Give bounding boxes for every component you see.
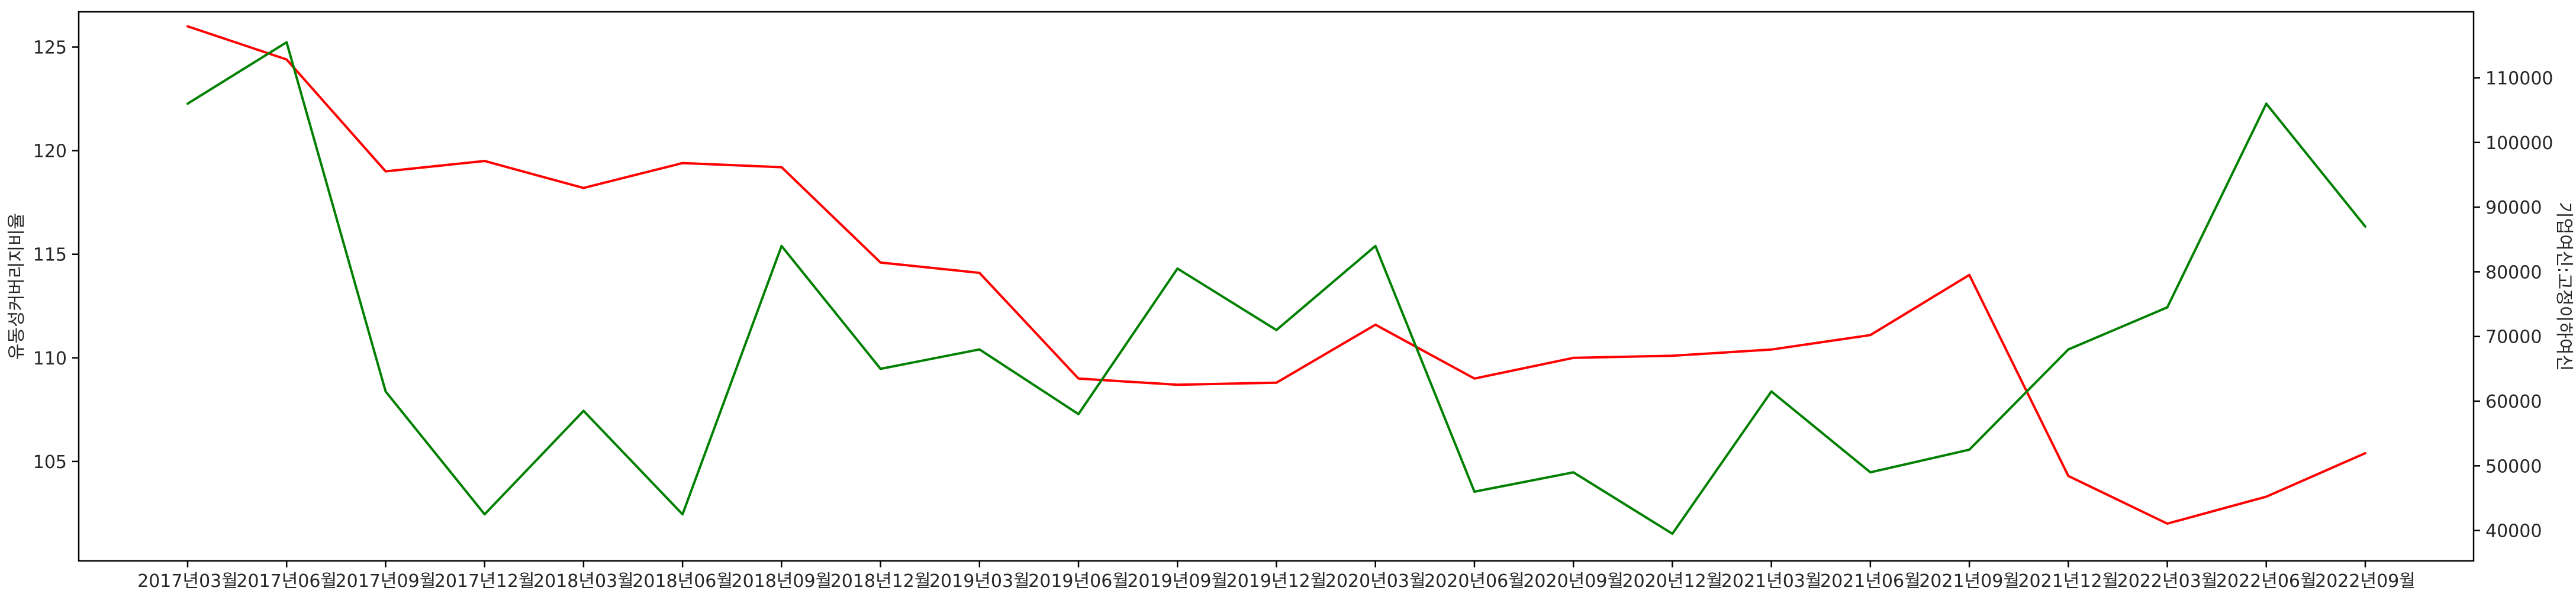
y-left-tick-label: 115 bbox=[33, 245, 67, 266]
y-right-tick-label: 110000 bbox=[2485, 68, 2554, 89]
x-tick-label: 2017년03월 bbox=[137, 571, 238, 592]
x-tick-label: 2021년03월 bbox=[1721, 571, 1822, 592]
y-right-tick-label: 60000 bbox=[2485, 392, 2542, 412]
y-left-tick-label: 110 bbox=[33, 348, 67, 369]
y-right-tick-label: 90000 bbox=[2485, 198, 2542, 218]
x-tick-label: 2020년03월 bbox=[1325, 571, 1426, 592]
right-y-axis: 40000 50000 60000 70000 80000 90000 100000 1100… bbox=[2474, 68, 2554, 542]
x-axis: 2017년03월2017년06월2017년09월2017년12월2018년03월… bbox=[137, 561, 2416, 592]
y-right-tick-label: 80000 bbox=[2485, 262, 2542, 283]
x-tick-label: 2017년09월 bbox=[336, 571, 436, 592]
x-tick-label: 2019년09월 bbox=[1127, 571, 1228, 592]
y-axis-right-label: 기업여신:고정이하여신 bbox=[2554, 202, 2574, 371]
right-axis-series-line bbox=[186, 41, 2366, 535]
x-tick-label: 2017년06월 bbox=[236, 571, 337, 592]
y-right-tick-label: 100000 bbox=[2485, 133, 2554, 154]
x-tick-label: 2022년06월 bbox=[2216, 571, 2317, 592]
y-left-tick-label: 105 bbox=[33, 452, 67, 473]
left-y-axis: 105 110 115 120 125 bbox=[33, 38, 79, 473]
y-axis-left-label: 유동성커버리지비율 bbox=[7, 213, 27, 360]
plot-frame bbox=[78, 11, 2475, 562]
x-tick-label: 2018년03월 bbox=[533, 571, 634, 592]
y-left-tick-label: 125 bbox=[33, 38, 67, 59]
x-tick-label: 2018년12월 bbox=[830, 571, 931, 592]
y-left-tick-label: 120 bbox=[33, 141, 67, 162]
x-tick-label: 2021년06월 bbox=[1820, 571, 1921, 592]
left-axis-series-line bbox=[186, 25, 2366, 525]
y-right-tick-label: 40000 bbox=[2485, 521, 2542, 542]
x-tick-label: 2018년09월 bbox=[731, 571, 832, 592]
y-right-tick-label: 50000 bbox=[2485, 456, 2542, 477]
x-tick-label: 2021년12월 bbox=[2018, 571, 2118, 592]
x-tick-label: 2022년03월 bbox=[2117, 571, 2218, 592]
x-tick-label: 2020년09월 bbox=[1523, 571, 1624, 592]
x-tick-label: 2020년12월 bbox=[1622, 571, 1723, 592]
x-tick-label: 2019년12월 bbox=[1226, 571, 1327, 592]
x-tick-label: 2021년09월 bbox=[1919, 571, 2020, 592]
x-tick-label: 2020년06월 bbox=[1424, 571, 1525, 592]
y-right-tick-label: 70000 bbox=[2485, 327, 2542, 348]
x-tick-label: 2019년06월 bbox=[1028, 571, 1129, 592]
series-layer bbox=[186, 25, 2366, 535]
x-tick-label: 2019년03월 bbox=[929, 571, 1030, 592]
x-tick-label: 2017년12월 bbox=[434, 571, 535, 592]
x-tick-label: 2018년06월 bbox=[632, 571, 733, 592]
x-tick-label: 2022년09월 bbox=[2315, 571, 2416, 592]
